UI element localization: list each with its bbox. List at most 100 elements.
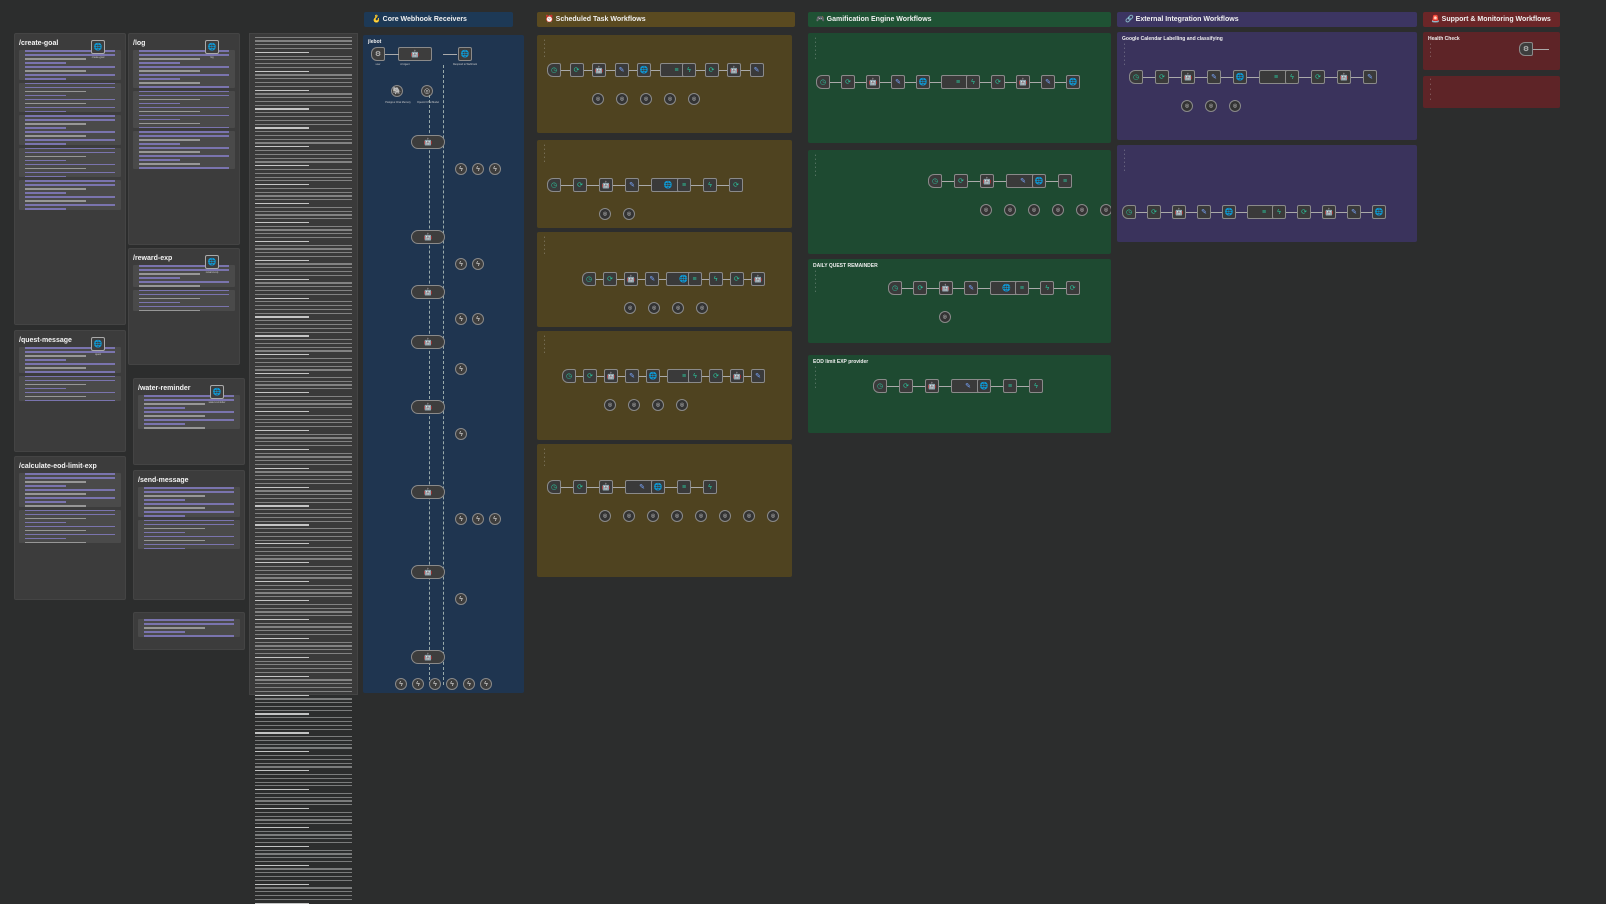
workflow-node[interactable]: 🤖 xyxy=(1322,205,1336,219)
external-workflow-panel[interactable]: Google Calendar Labelling and classifyin… xyxy=(1117,32,1417,140)
workflow-node[interactable]: ✎ xyxy=(1197,205,1211,219)
workflow-node[interactable]: ϟ xyxy=(1285,70,1299,84)
workflow-node[interactable]: ⟳ xyxy=(729,272,744,286)
sub-node[interactable]: ◎ xyxy=(672,302,685,314)
workflow-node[interactable]: ⟳ xyxy=(709,369,723,383)
sub-node[interactable]: ◎ xyxy=(664,93,676,105)
workflow-node[interactable]: 🤖 xyxy=(604,369,618,383)
workflow-node[interactable]: ⟳ xyxy=(841,75,855,89)
tool-node[interactable]: ϟ xyxy=(472,513,484,525)
workflow-node[interactable]: 🌐 xyxy=(1372,205,1386,219)
workflow-node[interactable]: ⟳ xyxy=(954,174,968,188)
trigger-node[interactable]: ◷ xyxy=(547,63,561,77)
workflow-node[interactable]: ⟳ xyxy=(913,281,928,295)
workflow-node[interactable]: ⟳ xyxy=(1297,205,1311,219)
tool-node[interactable]: ϟ xyxy=(395,678,407,690)
agent-node[interactable]: 🤖 xyxy=(411,335,445,349)
sub-node[interactable]: ◎ xyxy=(648,302,661,314)
workflow-node[interactable]: ⟳ xyxy=(899,379,913,393)
workflow-node[interactable]: ✎ xyxy=(625,369,639,383)
workflow-node[interactable]: ✎ xyxy=(645,272,660,286)
sub-node[interactable]: ◎ xyxy=(676,399,688,411)
workflow-node[interactable]: ϟ xyxy=(682,63,696,77)
workflow-node[interactable]: 🌐 xyxy=(1032,174,1046,188)
tool-node[interactable]: ϟ xyxy=(455,593,467,605)
tool-node[interactable]: ϟ xyxy=(455,258,467,270)
agent-node[interactable]: 🤖 xyxy=(411,230,445,244)
workflow-node[interactable]: ✎ xyxy=(1006,174,1040,188)
sub-node[interactable]: ◎ xyxy=(604,399,616,411)
workflow-node[interactable]: ✎ xyxy=(1207,70,1221,84)
sub-node[interactable]: ◎ xyxy=(688,93,700,105)
trigger-node[interactable]: ◷ xyxy=(582,272,596,286)
tool-node[interactable]: ϟ xyxy=(472,313,484,325)
agent-node[interactable]: 🤖 xyxy=(411,400,445,414)
sub-node[interactable]: ◎ xyxy=(1229,100,1241,112)
workflow-node[interactable]: 🌐 xyxy=(1222,205,1236,219)
workflow-node[interactable]: ✎ xyxy=(749,63,764,77)
gamification-workflow-panel[interactable]: ◷ ⟳ 🤖 ✎ 🌐 ≡ ϟ ⟳ 🤖 ✎ 🌐 xyxy=(808,33,1111,143)
sub-node[interactable]: ◎ xyxy=(1028,204,1040,216)
sub-node[interactable]: ◎ xyxy=(623,510,635,522)
section-header-scheduled[interactable]: ⏰ Scheduled Task Workflows xyxy=(537,12,795,27)
sub-node[interactable]: ◎ xyxy=(767,510,779,522)
api-note[interactable]: /quest-message 🌐 quest xyxy=(14,330,126,452)
workflow-node[interactable]: 🤖 xyxy=(599,480,613,494)
trigger-node[interactable]: ◷ xyxy=(873,379,887,393)
sub-node[interactable]: ◎ xyxy=(696,302,709,314)
api-note[interactable]: /log 🌐 log xyxy=(128,33,240,245)
sub-node[interactable]: ◎ xyxy=(1100,204,1111,216)
workflow-node[interactable]: ⟳ xyxy=(1147,205,1161,219)
section-header-gamification[interactable]: 🎮 Gamification Engine Workflows xyxy=(808,12,1111,27)
gamification-workflow-panel[interactable]: EOD limit EXP provider ◷ ⟳ 🤖 ✎ 🌐 ≡ ϟ xyxy=(808,355,1111,433)
sub-node[interactable]: ◎ xyxy=(743,510,755,522)
agent-node[interactable]: 🤖 xyxy=(411,650,445,664)
workflow-node[interactable]: 🌐 xyxy=(651,480,665,494)
workflow-node[interactable]: ⟳ xyxy=(1065,281,1080,295)
sub-node[interactable]: ◎ xyxy=(640,93,652,105)
sub-node[interactable]: ◎ xyxy=(592,93,604,105)
workflow-node[interactable]: ≡ xyxy=(677,480,691,494)
sub-node[interactable]: ◎ xyxy=(628,399,640,411)
workflow-node[interactable]: ⟳ xyxy=(1155,70,1169,84)
workflow-node[interactable]: 🤖 xyxy=(980,174,994,188)
webhook-node[interactable]: 🌐 xyxy=(210,385,224,399)
workflow-node[interactable]: ✎ xyxy=(625,178,639,192)
scheduled-workflow-panel[interactable]: ◷ ⟳ 🤖 ✎ 🌐 ≡ ϟ ⟳ 🤖 ✎ ◎ ◎ ◎ ◎ xyxy=(537,331,792,440)
webhook-node[interactable]: 🌐 xyxy=(91,40,105,54)
workflow-node[interactable]: 🌐 xyxy=(1233,70,1247,84)
workflow-node[interactable]: 🤖 xyxy=(1181,70,1195,84)
gamification-workflow-panel[interactable]: ◷ ⟳ 🤖 ✎ 🌐 ≡ ◎ ◎ ◎ ◎ ◎ ◎ xyxy=(808,150,1111,254)
agent-node[interactable]: 🤖 xyxy=(411,565,445,579)
sub-node[interactable]: ◎ xyxy=(1004,204,1016,216)
workflow-node[interactable]: 🤖 xyxy=(1172,205,1186,219)
workflow-node[interactable]: ϟ xyxy=(703,480,717,494)
sub-node[interactable]: ◎ xyxy=(623,208,635,220)
workflow-node[interactable]: ϟ xyxy=(1040,281,1055,295)
sub-node[interactable]: ◎ xyxy=(1205,100,1217,112)
webhook-node[interactable]: 🌐 xyxy=(205,40,219,54)
tool-node[interactable]: ϟ xyxy=(455,513,467,525)
workflow-node[interactable]: ϟ xyxy=(708,272,723,286)
workflow-node[interactable]: 🌐 xyxy=(977,379,991,393)
workflow-node[interactable]: 🤖 xyxy=(592,63,606,77)
workflow-node[interactable]: ≡ xyxy=(1014,281,1029,295)
workflow-node[interactable]: ⟳ xyxy=(569,63,584,77)
trigger-node[interactable]: ◷ xyxy=(1122,205,1136,219)
scheduled-workflow-panel[interactable]: ◷ ⟳ 🤖 ✎ 🌐 ≡ ϟ ⟳ ◎ ◎ xyxy=(537,140,792,228)
workflow-node[interactable]: ✎ xyxy=(614,63,629,77)
workflow-node[interactable]: ≡ xyxy=(677,178,691,192)
tool-node[interactable]: ϟ xyxy=(429,678,441,690)
workflow-node[interactable]: 🤖 xyxy=(925,379,939,393)
sub-node[interactable]: ◎ xyxy=(1076,204,1088,216)
section-header-support[interactable]: 🚨 Support & Monitoring Workflows xyxy=(1423,12,1560,27)
core-webhook-panel[interactable]: jlebot ⚙ user 🤖 AI Agent 🌐 Respond to Webhook 🐘… xyxy=(363,35,524,693)
workflow-node[interactable]: ✎ xyxy=(951,379,985,393)
agent-node[interactable]: 🤖 xyxy=(411,485,445,499)
workflow-node[interactable]: ⟳ xyxy=(704,63,719,77)
agent-node[interactable]: 🤖 xyxy=(411,285,445,299)
workflow-node[interactable]: ≡ xyxy=(1058,174,1072,188)
workflow-node[interactable]: ϟ xyxy=(703,178,717,192)
api-note[interactable]: /water-reminder 🌐 water-reminder xyxy=(133,378,245,465)
sub-node[interactable]: ◎ xyxy=(719,510,731,522)
